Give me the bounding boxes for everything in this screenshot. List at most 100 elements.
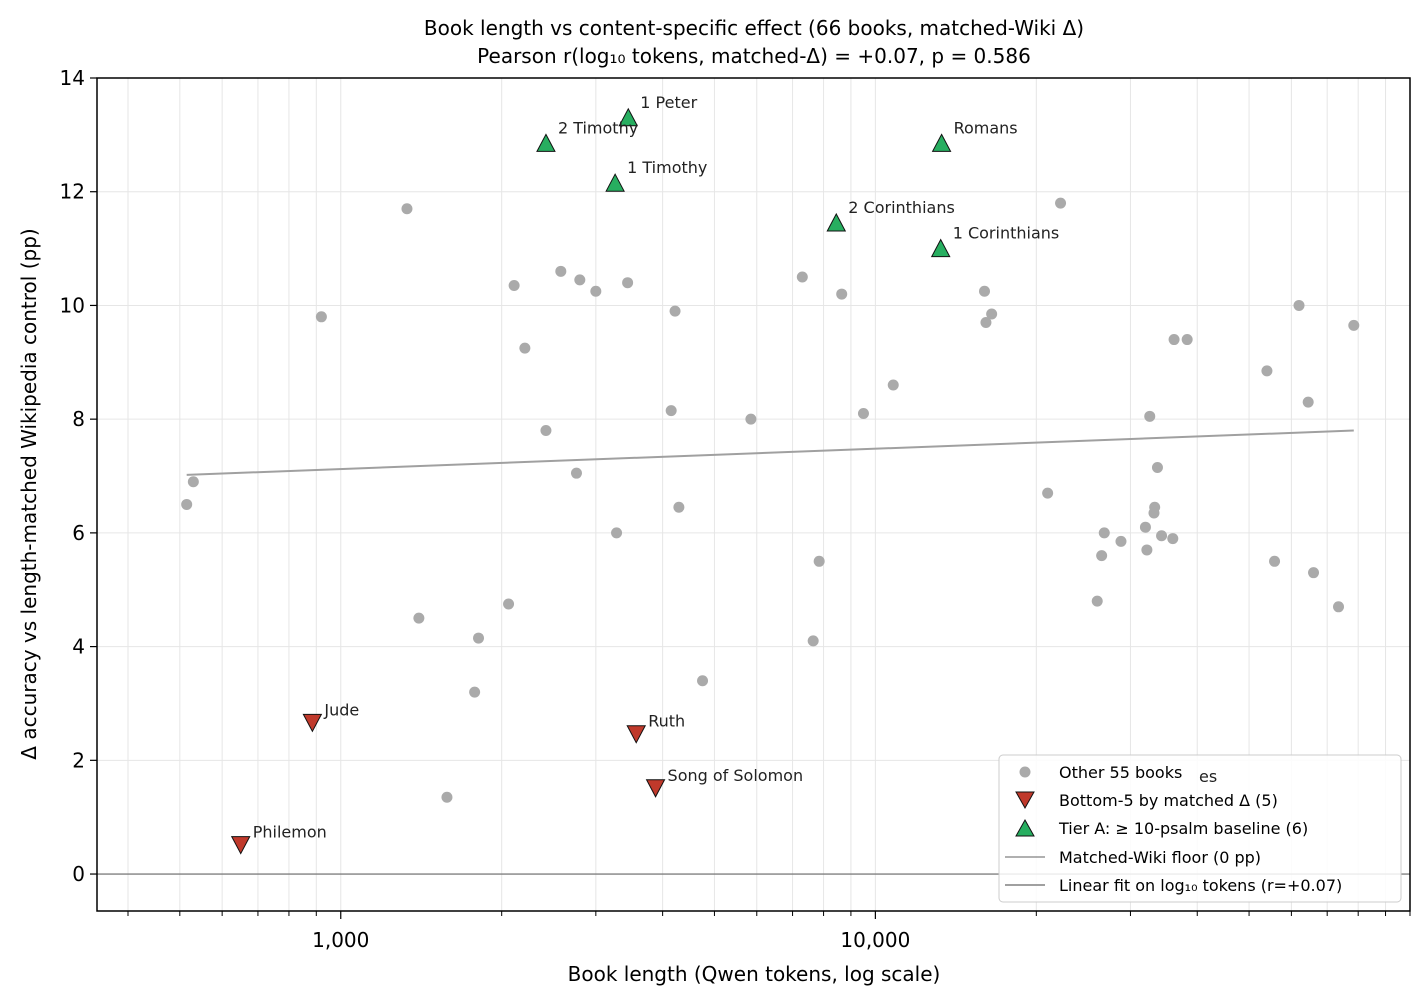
point-other <box>1167 533 1179 545</box>
x-axis-label: Book length (Qwen tokens, log scale) <box>568 962 941 986</box>
point-other <box>555 265 567 277</box>
point-other <box>181 498 193 510</box>
point-other <box>1151 461 1163 473</box>
point-other <box>473 632 485 644</box>
y-tick-label: 4 <box>72 635 85 659</box>
point-tier-a <box>618 107 639 127</box>
point-other <box>1098 527 1110 539</box>
fit-line <box>186 429 1354 476</box>
point-other <box>807 635 819 647</box>
point-other <box>1042 487 1054 499</box>
point-other <box>574 274 586 286</box>
point-other <box>315 311 327 323</box>
point-other <box>590 285 602 297</box>
point-other <box>979 285 991 297</box>
y-tick-label: 12 <box>60 180 85 204</box>
point-other <box>796 271 808 283</box>
point-other <box>1149 501 1161 513</box>
point-label: Ruth <box>648 712 685 731</box>
point-other <box>1269 555 1281 567</box>
point-label: 2 Timothy <box>558 118 638 137</box>
point-other <box>836 288 848 300</box>
point-other <box>1144 410 1156 422</box>
point-other <box>857 407 869 419</box>
plot-frame <box>96 77 1411 912</box>
legend-label-other: Other 55 books <box>1059 763 1182 782</box>
point-label: Philemon <box>253 823 327 842</box>
point-other <box>441 791 453 803</box>
point-other <box>469 686 481 698</box>
point-other <box>665 405 677 417</box>
point-bottom-5 <box>645 779 666 798</box>
point-other <box>887 379 899 391</box>
point-other <box>187 476 199 488</box>
axis-ticks: 0 2 4 6 8 10 12 14 1,000 10,000 <box>60 66 1411 952</box>
point-other <box>519 342 531 354</box>
point-other <box>1168 334 1180 346</box>
legend-marker-other <box>1019 766 1031 778</box>
point-other <box>1181 334 1193 346</box>
point-other <box>1293 299 1305 311</box>
point-other <box>1308 567 1320 579</box>
point-label: 1 Timothy <box>627 158 707 177</box>
legend-label-bottom: Bottom-5 by matched Δ (5) <box>1059 791 1278 810</box>
point-label: Song of Solomon <box>668 766 804 785</box>
point-other <box>622 277 634 289</box>
legend-marker-bottom <box>1015 791 1035 810</box>
legend-box <box>998 754 1402 903</box>
label-fragment-behind-legend: es <box>1199 767 1217 786</box>
point-other <box>673 501 685 513</box>
y-tick-label: 2 <box>72 748 85 772</box>
point-other <box>1139 521 1151 533</box>
point-other <box>1115 535 1127 547</box>
chart-title: Book length vs content-specific effect (… <box>424 16 1084 40</box>
legend-label-tier-a: Tier A: ≥ 10-psalm baseline (6) <box>1058 819 1308 838</box>
point-other <box>503 598 515 610</box>
point-label: 2 Corinthians <box>848 198 955 217</box>
point-bottom-5 <box>230 836 251 855</box>
point-other <box>1156 530 1168 542</box>
point-other <box>413 612 425 624</box>
y-tick-label: 10 <box>60 293 85 317</box>
point-tier-a <box>826 212 847 232</box>
point-other <box>980 316 992 328</box>
point-other <box>697 675 709 687</box>
data-points <box>181 107 1360 855</box>
point-other <box>1302 396 1314 408</box>
point-other <box>1091 595 1103 607</box>
point-bottom-5 <box>626 725 647 744</box>
legend-label-floor: Matched-Wiki floor (0 pp) <box>1059 848 1261 867</box>
point-other <box>813 555 825 567</box>
point-other <box>1261 365 1273 377</box>
x-tick-label: 1,000 <box>312 928 369 952</box>
point-other <box>540 425 552 437</box>
y-tick-label: 14 <box>60 66 85 90</box>
point-label: 1 Corinthians <box>953 224 1060 243</box>
point-tier-a <box>605 173 625 192</box>
point-other <box>986 308 998 320</box>
point-other <box>1141 544 1153 556</box>
legend: Other 55 books Bottom-5 by matched Δ (5)… <box>998 754 1402 903</box>
point-label: Jude <box>323 700 359 719</box>
point-other <box>1096 550 1108 562</box>
y-tick-label: 6 <box>72 521 85 545</box>
y-axis-label: Δ accuracy vs length-matched Wikipedia c… <box>17 228 41 759</box>
point-other <box>1348 319 1360 331</box>
point-tier-a <box>536 133 556 152</box>
chart-subtitle: Pearson r(log₁₀ tokens, matched-Δ) = +0.… <box>477 44 1031 68</box>
legend-marker-tier-a <box>1015 818 1035 837</box>
legend-label-fit: Linear fit on log₁₀ tokens (r=+0.07) <box>1059 876 1342 895</box>
point-other <box>669 305 681 317</box>
y-tick-label: 0 <box>72 862 85 886</box>
y-tick-label: 8 <box>72 407 85 431</box>
point-other <box>570 467 582 479</box>
point-other <box>745 413 757 425</box>
point-label: 1 Peter <box>640 93 697 112</box>
point-other <box>1333 601 1345 613</box>
point-other <box>401 203 413 215</box>
point-bottom-5 <box>302 713 323 733</box>
point-other <box>611 527 623 539</box>
point-tier-a <box>931 133 952 152</box>
x-tick-label: 10,000 <box>840 928 910 952</box>
